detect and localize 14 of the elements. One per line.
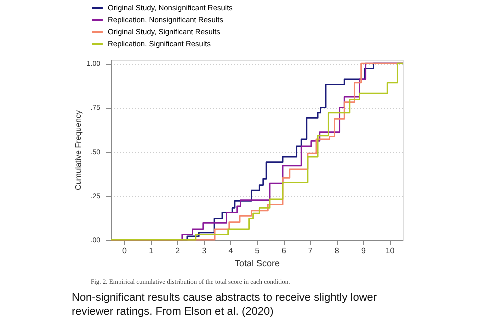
text: Non-significant results cause abstracts to receive slightly lower reviewer ratings. From Elson et al. (2020) xyxy=(72,292,378,318)
y-axis-title: Cumulative Frequency xyxy=(74,110,83,191)
x-axis-title: Total Score xyxy=(234,258,280,268)
x-tick-label: 7 xyxy=(308,246,314,256)
x-tick-label: 2 xyxy=(176,246,181,256)
x-tick-label: 8 xyxy=(334,246,340,256)
x-tick-label: 5 xyxy=(255,246,260,256)
x-tick-label: 3 xyxy=(202,246,208,256)
x-tick-label: 10 xyxy=(386,246,396,256)
x-tick-label: 4 xyxy=(228,246,234,256)
x-tick-label: 0 xyxy=(122,246,128,256)
x-tick-label: 9 xyxy=(361,246,366,256)
x-tick-label: 6 xyxy=(282,246,287,256)
x-tick-label: 1 xyxy=(149,246,154,256)
